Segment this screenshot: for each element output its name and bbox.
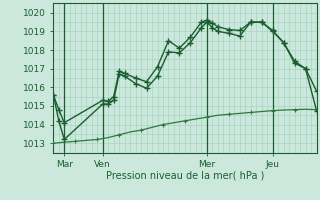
X-axis label: Pression niveau de la mer( hPa ): Pression niveau de la mer( hPa ) [106,171,264,181]
